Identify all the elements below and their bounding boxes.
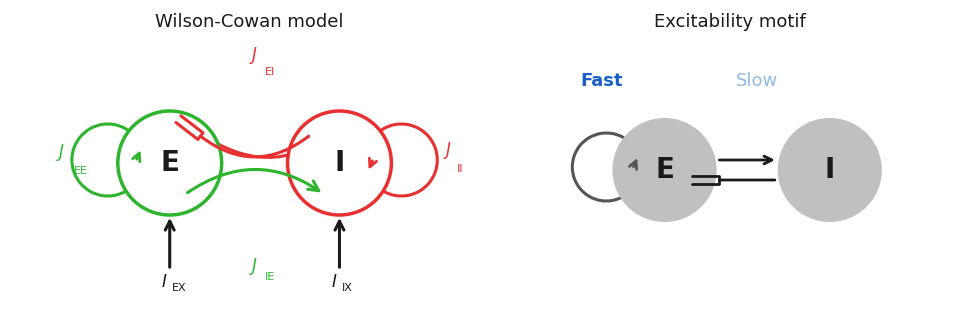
Text: J: J: [252, 46, 257, 64]
Text: J: J: [252, 257, 257, 275]
Circle shape: [778, 118, 882, 222]
Text: EX: EX: [172, 283, 186, 293]
Text: I: I: [825, 156, 835, 184]
Text: J: J: [59, 143, 64, 161]
Circle shape: [288, 111, 392, 215]
Text: E: E: [160, 149, 180, 177]
Text: Fast: Fast: [580, 72, 623, 90]
Text: IX: IX: [342, 283, 352, 293]
Text: EE: EE: [74, 166, 88, 176]
Text: J: J: [445, 141, 450, 159]
Text: Slow: Slow: [736, 72, 779, 90]
Text: I: I: [162, 273, 167, 291]
Text: II: II: [457, 164, 464, 174]
Text: I: I: [334, 149, 345, 177]
Circle shape: [612, 118, 716, 222]
Text: Excitability motif: Excitability motif: [654, 13, 805, 31]
Text: I: I: [331, 273, 336, 291]
Text: E: E: [655, 156, 674, 184]
Text: Wilson-Cowan model: Wilson-Cowan model: [156, 13, 344, 31]
FancyArrowPatch shape: [208, 128, 337, 157]
Circle shape: [118, 111, 222, 215]
Text: EI: EI: [265, 67, 275, 77]
Text: IE: IE: [265, 272, 275, 282]
